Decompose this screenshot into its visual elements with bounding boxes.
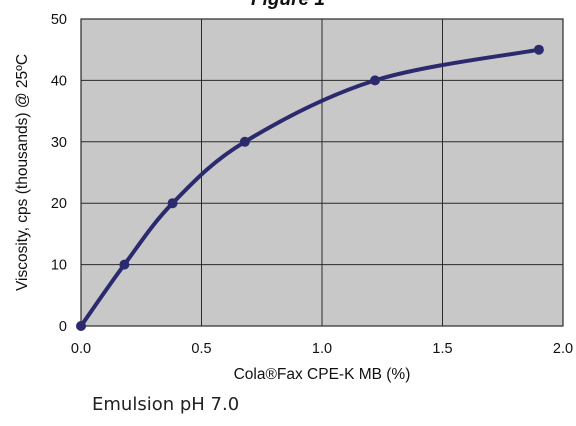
y-tick-label: 0	[59, 319, 67, 335]
tick-labels: 0.0 0.5 1.0 1.5 2.0 0 10 20 30 40 50	[51, 12, 573, 357]
chart-title: Figure 1	[251, 0, 325, 10]
y-tick-label: 20	[51, 196, 67, 212]
data-points	[76, 44, 544, 331]
data-point	[239, 136, 250, 147]
y-tick-label: 50	[51, 12, 67, 28]
x-axis-label: Cola®Fax CPE-K MB (%)	[234, 366, 411, 383]
y-tick-label: 40	[51, 73, 67, 89]
chart-caption: Emulsion pH 7.0	[92, 394, 240, 415]
x-tick-label: 1.0	[312, 341, 332, 357]
x-tick-label: 0.0	[71, 341, 91, 357]
data-point	[370, 75, 381, 86]
x-tick-label: 0.5	[191, 341, 211, 357]
x-tick-label: 2.0	[553, 341, 573, 357]
y-axis-label: Viscosity, cps (thousands) @ 25ºC	[14, 54, 31, 291]
y-tick-label: 10	[51, 258, 67, 274]
data-point	[119, 259, 130, 270]
data-point	[76, 321, 86, 331]
data-point	[167, 198, 178, 209]
grid-lines	[80, 18, 564, 327]
data-point	[533, 44, 544, 55]
x-tick-label: 1.5	[432, 341, 452, 357]
y-tick-label: 30	[51, 135, 67, 151]
